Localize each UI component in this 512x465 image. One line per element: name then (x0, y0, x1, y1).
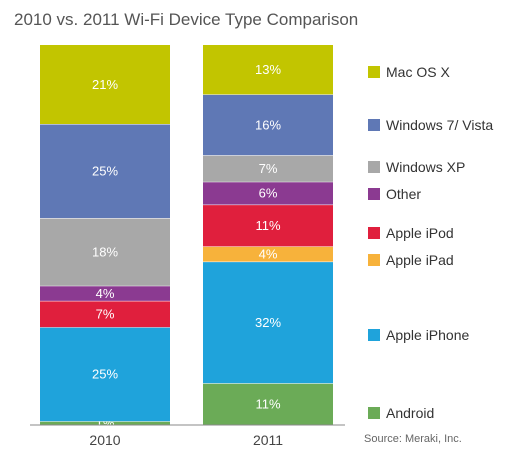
legend-label-android: Android (386, 405, 434, 421)
source-note: Source: Meraki, Inc. (364, 433, 462, 445)
x-tick-label-2011: 2011 (253, 432, 283, 448)
bar-segment-2011-android (203, 383, 333, 425)
bar-segment-2011-mac-os-x (203, 45, 333, 95)
legend-label-apple-iphone: Apple iPhone (386, 327, 470, 343)
legend-label-apple-ipod: Apple iPod (386, 225, 454, 241)
legend-swatch-apple-ipad (368, 254, 380, 266)
data-label-2011-other: 6% (259, 186, 278, 201)
bar-segment-2011-windows-xp (203, 155, 333, 182)
bar-segment-2011-apple-ipad (203, 246, 333, 262)
bar-segment-2011-apple-ipod (203, 204, 333, 247)
data-label-2011-mac-os-x: 13% (255, 62, 281, 77)
bar-segment-2010-other (40, 285, 170, 301)
legend-swatch-windows-7-vista (368, 119, 380, 131)
bar-segment-2010-android (40, 421, 170, 425)
bar-segment-2010-apple-iphone (40, 327, 170, 422)
legend-label-windows-xp: Windows XP (386, 159, 465, 175)
legend-swatch-windows-xp (368, 161, 380, 173)
legend-swatch-other (368, 188, 380, 200)
data-label-2011-apple-iphone: 32% (255, 315, 281, 330)
bars-group: 1%25%7%4%18%25%21%11%32%4%11%6%7%16%13% (40, 45, 333, 431)
data-label-2010-apple-ipod: 7% (96, 307, 115, 322)
data-label-2011-apple-ipod: 11% (255, 218, 280, 233)
bar-segment-2010-mac-os-x (40, 45, 170, 125)
data-label-2010-windows-7-vista: 25% (92, 164, 118, 179)
data-label-2010-windows-xp: 18% (92, 244, 118, 259)
data-label-2010-apple-iphone: 25% (92, 367, 118, 382)
bar-segment-2010-windows-xp (40, 218, 170, 286)
bar-segment-2011-apple-iphone (203, 261, 333, 384)
bar-segment-2011-other (203, 181, 333, 205)
bar-segment-2011-windows-7-vista (203, 94, 333, 156)
legend-label-other: Other (386, 186, 421, 202)
bar-segment-2010-windows-7-vista (40, 124, 170, 219)
legend-swatch-apple-iphone (368, 329, 380, 341)
chart-title: 2010 vs. 2011 Wi-Fi Device Type Comparis… (14, 10, 358, 29)
legend-swatch-apple-ipod (368, 227, 380, 239)
x-tick-label-2010: 2010 (89, 432, 120, 448)
legend-label-mac-os-x: Mac OS X (386, 64, 450, 80)
legend: Android Apple iPhone Apple iPad Apple iPod O… (368, 64, 493, 421)
x-tick-labels: 2010 2011 (89, 432, 283, 448)
data-label-2010-other: 4% (96, 286, 115, 301)
data-label-2010-mac-os-x: 21% (92, 77, 118, 92)
legend-label-apple-ipad: Apple iPad (386, 252, 454, 268)
data-label-2011-android: 11% (255, 397, 280, 412)
data-label-2011-windows-xp: 7% (259, 161, 278, 176)
legend-swatch-mac-os-x (368, 66, 380, 78)
legend-label-windows-7-vista: Windows 7/ Vista (386, 117, 493, 133)
data-label-2011-windows-7-vista: 16% (255, 117, 281, 132)
bar-segment-2010-apple-ipod (40, 300, 170, 328)
legend-swatch-android (368, 407, 380, 419)
data-label-2011-apple-ipad: 4% (259, 247, 278, 262)
